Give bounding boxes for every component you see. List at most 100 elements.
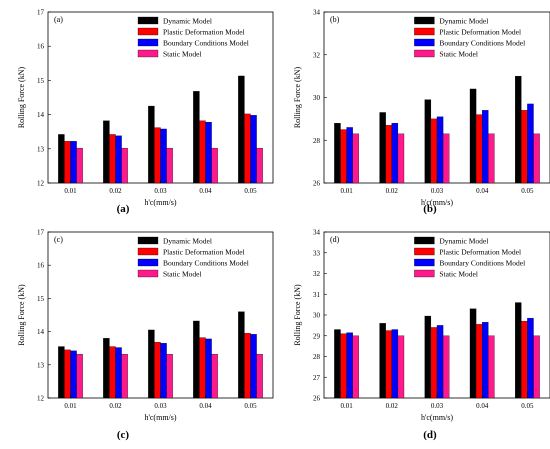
y-tick-label: 32 xyxy=(313,270,321,278)
legend-swatch xyxy=(137,247,159,256)
x-tick-label: 0.03 xyxy=(154,187,167,195)
bar-plastic-deformation-model-0.01 xyxy=(340,333,347,399)
bar-boundary-conditions-model-0.04 xyxy=(205,338,212,399)
legend-label: Static Model xyxy=(439,270,478,279)
bar-plastic-deformation-model-0.04 xyxy=(199,120,206,184)
legend-label: Boundary Conditions Model xyxy=(163,259,249,268)
y-tick-label: 26 xyxy=(313,180,321,188)
x-axis-title: h'c(mm/s) xyxy=(144,413,176,422)
bar-boundary-conditions-model-0.05 xyxy=(250,334,257,399)
panel-caption: (a) xyxy=(117,203,130,215)
bar-dynamic-model-0.05 xyxy=(515,302,522,399)
bar-dynamic-model-0.03 xyxy=(148,329,155,399)
bar-dynamic-model-0.02 xyxy=(103,338,110,399)
legend-label: Plastic Deformation Model xyxy=(163,28,245,37)
bar-boundary-conditions-model-0.01 xyxy=(70,141,77,184)
bar-boundary-conditions-model-0.03 xyxy=(160,128,167,184)
chart-panel-a: 12 13 14 15 16 17 0.01 0.02 0.03 0.04 0.05 (a) Dynam… xyxy=(17,9,274,215)
panel-tag: (b) xyxy=(330,15,340,24)
x-tick-label: 0.04 xyxy=(476,187,489,195)
bar-static-model-0.05 xyxy=(256,147,263,184)
y-tick-label: 16 xyxy=(37,262,45,270)
chart-panel-d: 26 27 28 29 30 31 32 33 34 0.01 0.02 0.03 0.04 0.05 (d… xyxy=(293,229,550,441)
bar-plastic-deformation-model-0.01 xyxy=(340,129,347,184)
x-tick-label: 0.02 xyxy=(386,187,399,195)
bar-boundary-conditions-model-0.05 xyxy=(527,317,534,399)
x-axis-title: h'c(mm/s) xyxy=(421,198,453,207)
bar-dynamic-model-0.01 xyxy=(334,123,341,184)
legend-label: Boundary Conditions Model xyxy=(439,39,525,48)
legend-label: Plastic Deformation Model xyxy=(439,28,521,37)
legend-swatch xyxy=(137,49,159,58)
legend-label: Static Model xyxy=(163,50,202,59)
bar-plastic-deformation-model-0.03 xyxy=(154,127,161,184)
x-tick-label: 0.05 xyxy=(521,402,534,410)
bar-boundary-conditions-model-0.02 xyxy=(115,347,122,399)
bar-static-model-0.02 xyxy=(397,133,405,184)
x-tick-label: 0.04 xyxy=(199,187,212,195)
bar-plastic-deformation-model-0.01 xyxy=(64,141,71,184)
y-tick-label: 13 xyxy=(37,361,45,369)
y-tick-label: 28 xyxy=(313,353,321,361)
panel-caption: (d) xyxy=(423,429,437,441)
legend-label: Dynamic Model xyxy=(163,17,212,26)
bar-dynamic-model-0.04 xyxy=(193,320,200,399)
legend-swatch xyxy=(414,49,435,58)
legend-swatch xyxy=(137,16,159,25)
bar-static-model-0.02 xyxy=(397,335,405,399)
y-tick-label: 34 xyxy=(313,229,321,237)
y-tick-label: 30 xyxy=(313,312,321,320)
bar-static-model-0.02 xyxy=(121,354,128,399)
x-tick-label: 0.02 xyxy=(109,187,122,195)
bar-boundary-conditions-model-0.05 xyxy=(250,115,257,184)
bar-plastic-deformation-model-0.03 xyxy=(154,342,161,399)
y-tick-label: 14 xyxy=(37,111,45,119)
legend-swatch xyxy=(414,269,435,278)
y-tick-label: 29 xyxy=(313,332,321,340)
bar-static-model-0.04 xyxy=(488,133,495,184)
y-tick-label: 32 xyxy=(313,51,321,59)
bar-dynamic-model-0.01 xyxy=(334,329,341,399)
bar-static-model-0.03 xyxy=(442,133,450,184)
legend-swatch xyxy=(137,38,159,47)
bar-boundary-conditions-model-0.04 xyxy=(205,121,212,184)
x-tick-label: 0.04 xyxy=(476,402,489,410)
bar-dynamic-model-0.05 xyxy=(515,75,522,184)
bar-plastic-deformation-model-0.03 xyxy=(430,118,438,184)
legend-label: Dynamic Model xyxy=(439,237,488,246)
bar-dynamic-model-0.05 xyxy=(238,311,245,399)
bar-plastic-deformation-model-0.04 xyxy=(475,114,483,184)
bar-boundary-conditions-model-0.02 xyxy=(391,123,399,184)
x-tick-label: 0.01 xyxy=(64,402,77,410)
bar-plastic-deformation-model-0.02 xyxy=(385,330,392,399)
y-tick-label: 12 xyxy=(37,395,45,403)
bar-dynamic-model-0.04 xyxy=(469,308,477,399)
x-tick-label: 0.05 xyxy=(244,402,257,410)
legend-label: Boundary Conditions Model xyxy=(439,259,525,268)
chart-panel-b: 26 28 30 32 34 0.01 0.02 0.03 0.04 0.05 (b) Dynamic… xyxy=(293,9,550,215)
x-tick-label: 0.05 xyxy=(521,187,534,195)
bar-boundary-conditions-model-0.04 xyxy=(482,322,489,399)
x-tick-label: 0.05 xyxy=(244,187,257,195)
x-tick-label: 0.02 xyxy=(386,402,399,410)
bar-plastic-deformation-model-0.04 xyxy=(475,324,483,399)
panel-tag: (a) xyxy=(54,15,63,24)
bar-dynamic-model-0.05 xyxy=(238,75,245,184)
legend-swatch xyxy=(414,38,435,47)
bar-boundary-conditions-model-0.01 xyxy=(346,127,353,184)
x-tick-label: 0.03 xyxy=(431,187,444,195)
chart-panel-c: 12 13 14 15 16 17 0.01 0.02 0.03 0.04 0.05 (c) Dynam… xyxy=(17,229,274,441)
bar-static-model-0.04 xyxy=(211,354,218,399)
bar-static-model-0.05 xyxy=(533,133,540,184)
y-axis-title: Rolling Force (kN) xyxy=(293,284,302,346)
bar-plastic-deformation-model-0.02 xyxy=(109,346,116,399)
bar-static-model-0.05 xyxy=(256,354,263,399)
panel-tag: (c) xyxy=(54,235,63,244)
bar-boundary-conditions-model-0.04 xyxy=(482,110,489,184)
legend-swatch xyxy=(414,247,435,256)
bar-dynamic-model-0.03 xyxy=(148,105,155,184)
y-tick-label: 13 xyxy=(37,145,45,153)
x-tick-label: 0.03 xyxy=(431,402,444,410)
legend-label: Plastic Deformation Model xyxy=(163,248,245,257)
